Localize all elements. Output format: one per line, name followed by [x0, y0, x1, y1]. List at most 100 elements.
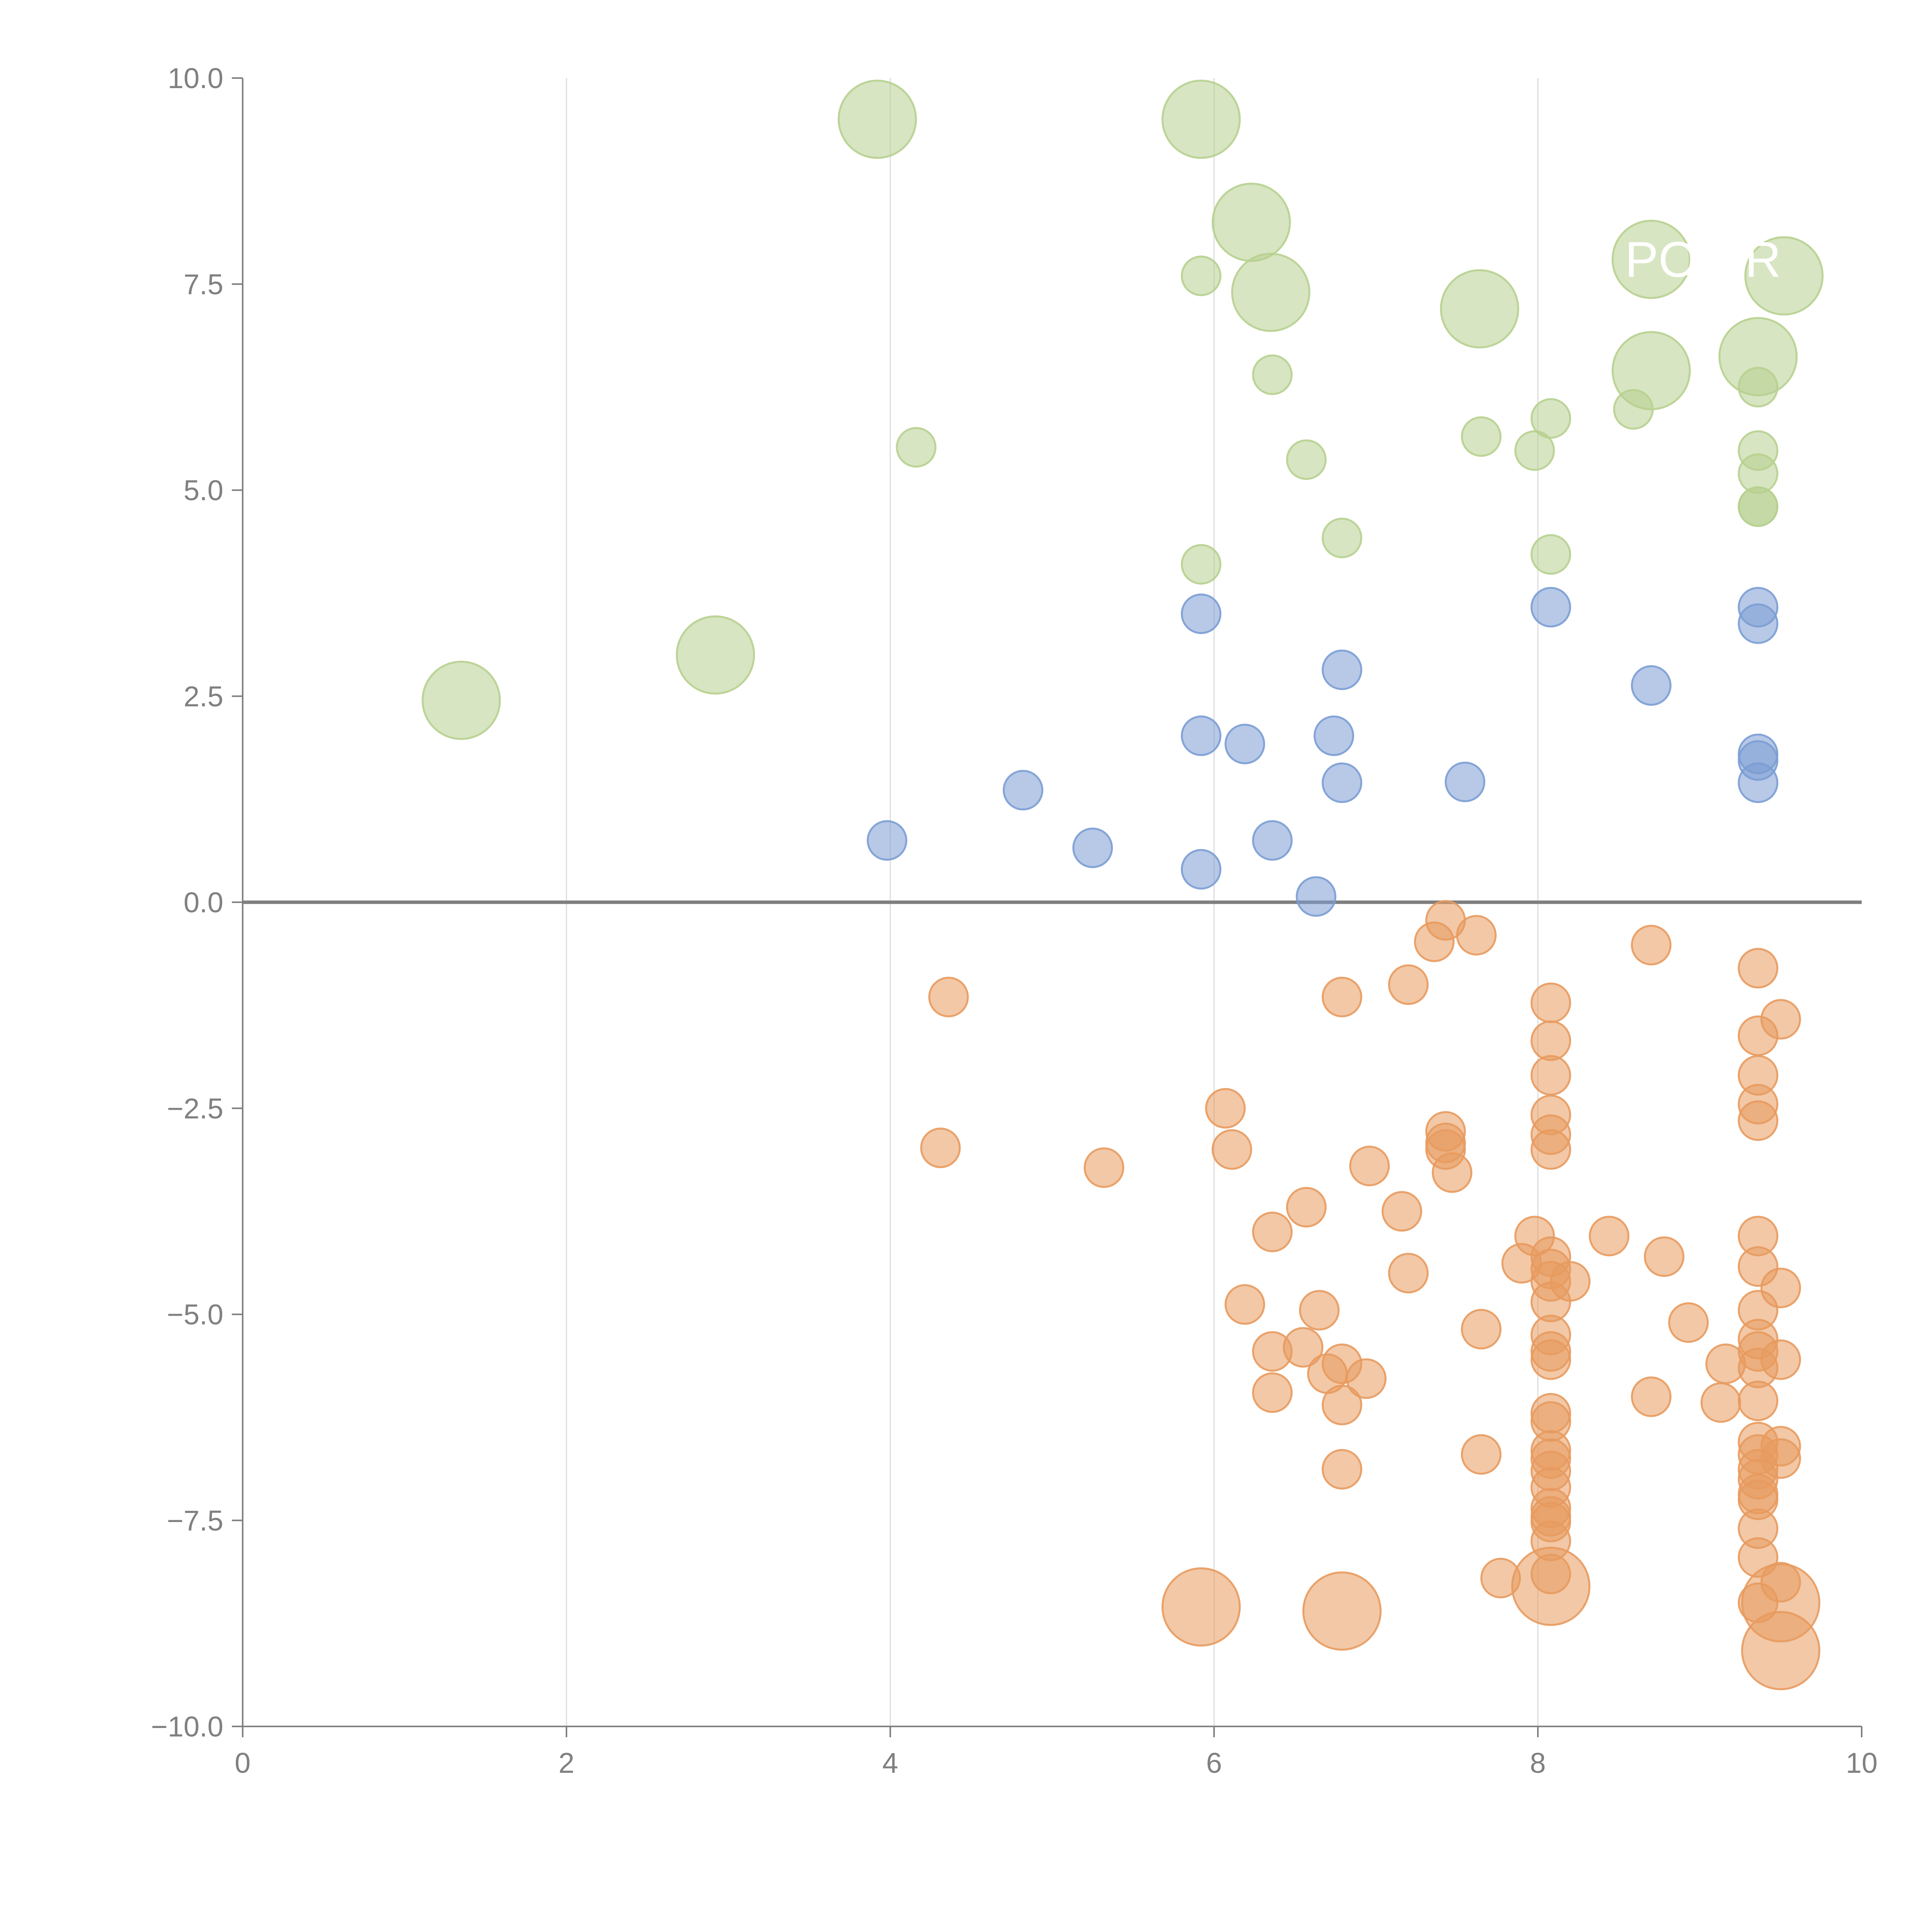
blue-point — [1631, 665, 1672, 706]
orange-point — [1388, 964, 1429, 1005]
orange-point — [1349, 1146, 1390, 1187]
annotation-label: POWR — [1625, 231, 1781, 287]
orange-point — [1432, 1152, 1473, 1193]
green-point — [1611, 219, 1691, 299]
blue-point — [1313, 715, 1354, 756]
green-point — [1321, 517, 1362, 558]
green-point — [675, 615, 755, 695]
green-point — [1286, 439, 1327, 480]
y-tick-label: 0.0 — [184, 886, 223, 918]
annotation-layer: POWR — [1625, 231, 1781, 287]
blue-point — [1072, 827, 1113, 868]
orange-point — [1302, 1571, 1382, 1651]
blue-point — [1180, 849, 1221, 890]
green-point — [1180, 255, 1221, 296]
orange-point — [1211, 1129, 1252, 1170]
orange-point — [1531, 1020, 1571, 1061]
orange-point — [1531, 1339, 1571, 1380]
green-point — [1461, 416, 1502, 457]
green-point — [837, 80, 917, 159]
blue-point — [1180, 715, 1221, 756]
green-point — [1252, 354, 1293, 395]
axes-layer: 0 2 4 6 8 10 10.0 7.5 5.0 2.5 0.0 −2.5 −5.0 −7.5 −10.0 — [151, 62, 1878, 1779]
x-tick-label: 8 — [1530, 1747, 1546, 1779]
orange-point — [1705, 1343, 1746, 1384]
y-tick-label: 7.5 — [184, 268, 223, 300]
blue-point — [1180, 593, 1221, 634]
orange-point — [1738, 1100, 1779, 1141]
orange-point — [1205, 1088, 1246, 1129]
y-tick-label: 2.5 — [184, 680, 223, 713]
green-point — [1738, 486, 1779, 527]
orange-point — [1381, 1191, 1422, 1232]
blue-point — [1738, 603, 1779, 644]
blue-point — [1003, 770, 1044, 811]
orange-point — [1741, 1611, 1820, 1690]
orange-point — [920, 1128, 961, 1168]
orange-point — [1388, 1253, 1429, 1294]
x-tick-label: 10 — [1846, 1747, 1878, 1779]
orange-point — [1299, 1290, 1340, 1331]
green-point — [422, 660, 501, 740]
orange-point — [928, 976, 969, 1017]
green-point — [1440, 269, 1519, 349]
x-tick-label: 6 — [1206, 1747, 1222, 1779]
orange-point — [1321, 1384, 1362, 1425]
orange-point — [1644, 1236, 1685, 1277]
green-point — [1531, 534, 1571, 575]
x-tick-label: 2 — [558, 1747, 574, 1779]
orange-point — [1461, 1309, 1502, 1350]
green-point — [1231, 253, 1311, 332]
orange-point — [1461, 1434, 1502, 1475]
blue-point — [1444, 762, 1485, 803]
points-layer — [422, 80, 1824, 1690]
green-point — [1211, 182, 1291, 262]
blue-point — [1252, 820, 1293, 861]
orange-point — [1631, 925, 1672, 966]
orange-point — [1414, 921, 1455, 962]
blue-point — [1296, 876, 1337, 917]
green-point — [1738, 367, 1779, 408]
y-tick-label: −10.0 — [151, 1711, 223, 1743]
green-point — [896, 427, 937, 468]
green-point — [1161, 80, 1241, 159]
orange-point — [1456, 915, 1497, 956]
orange-point — [1252, 1372, 1293, 1413]
x-tick-label: 4 — [882, 1747, 898, 1779]
blue-point — [1531, 587, 1571, 628]
y-tick-label: 10.0 — [168, 62, 223, 94]
green-point — [1531, 398, 1571, 439]
blue-point — [867, 820, 908, 861]
orange-point — [1738, 1380, 1779, 1421]
orange-point — [1738, 1015, 1779, 1056]
green-point — [1613, 389, 1654, 430]
y-tick-label: −5.0 — [167, 1299, 223, 1331]
orange-point — [1321, 1449, 1362, 1490]
y-tick-label: −7.5 — [167, 1505, 223, 1537]
orange-point — [1531, 1129, 1571, 1170]
blue-point — [1321, 649, 1362, 690]
green-point — [1180, 544, 1221, 585]
orange-point — [1760, 1339, 1801, 1380]
orange-point — [1321, 976, 1362, 1017]
orange-point — [1282, 1327, 1323, 1368]
orange-point — [1531, 1055, 1571, 1096]
orange-point — [1346, 1358, 1387, 1399]
orange-point — [1225, 1284, 1265, 1325]
green-point — [1744, 236, 1824, 316]
green-point — [1514, 430, 1555, 471]
orange-point — [1700, 1382, 1741, 1423]
orange-point — [1531, 982, 1571, 1023]
orange-point — [1668, 1302, 1709, 1343]
orange-point — [1286, 1187, 1327, 1228]
blue-point — [1738, 762, 1779, 803]
orange-point — [1083, 1147, 1124, 1188]
orange-point — [1161, 1567, 1241, 1647]
x-tick-label: 0 — [235, 1747, 250, 1779]
blue-point — [1225, 723, 1265, 764]
orange-point — [1511, 1546, 1591, 1626]
y-tick-label: 5.0 — [184, 474, 223, 507]
orange-point — [1588, 1216, 1629, 1257]
